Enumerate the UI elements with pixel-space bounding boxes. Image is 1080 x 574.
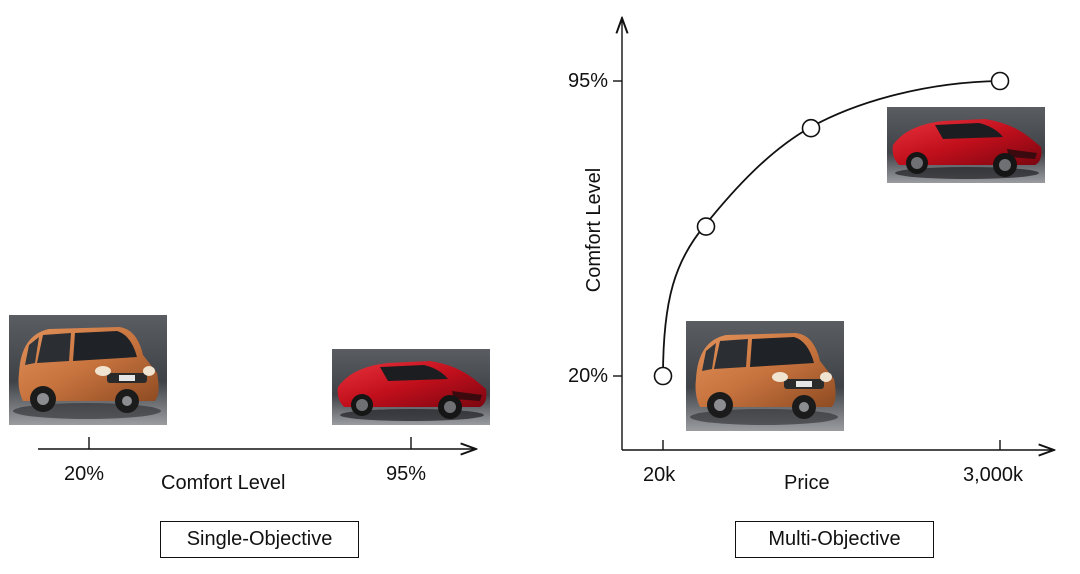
tick-label-20-percent: 20% [64,463,105,485]
y-tick-label-95: 95% [568,70,609,92]
single-objective-caption: Single-Objective [160,521,359,558]
pareto-front-curve [662,80,1001,377]
x-tick-label-3000k: 3,000k [963,464,1024,486]
x-tick-label-20k: 20k [643,464,676,486]
economy-car-image [686,321,844,431]
tick-label-95-percent: 95% [386,463,427,485]
multi-objective-panel [613,18,1054,450]
sports-car-image [332,349,490,425]
economy-car-image [9,315,167,425]
pareto-point-3 [801,118,821,138]
pareto-point-1 [653,366,673,386]
pareto-point-2 [696,217,716,236]
single-objective-panel [9,315,490,449]
sports-car-image [887,107,1045,183]
y-axis-label-comfort: Comfort Level [583,167,605,293]
x-axis-label-price: Price [784,472,830,494]
comfort-axis-label: Comfort Level [161,472,286,494]
y-tick-label-20: 20% [568,365,609,387]
pareto-point-4 [990,71,1010,91]
multi-objective-caption: Multi-Objective [735,521,934,558]
pareto-points [653,71,1010,386]
